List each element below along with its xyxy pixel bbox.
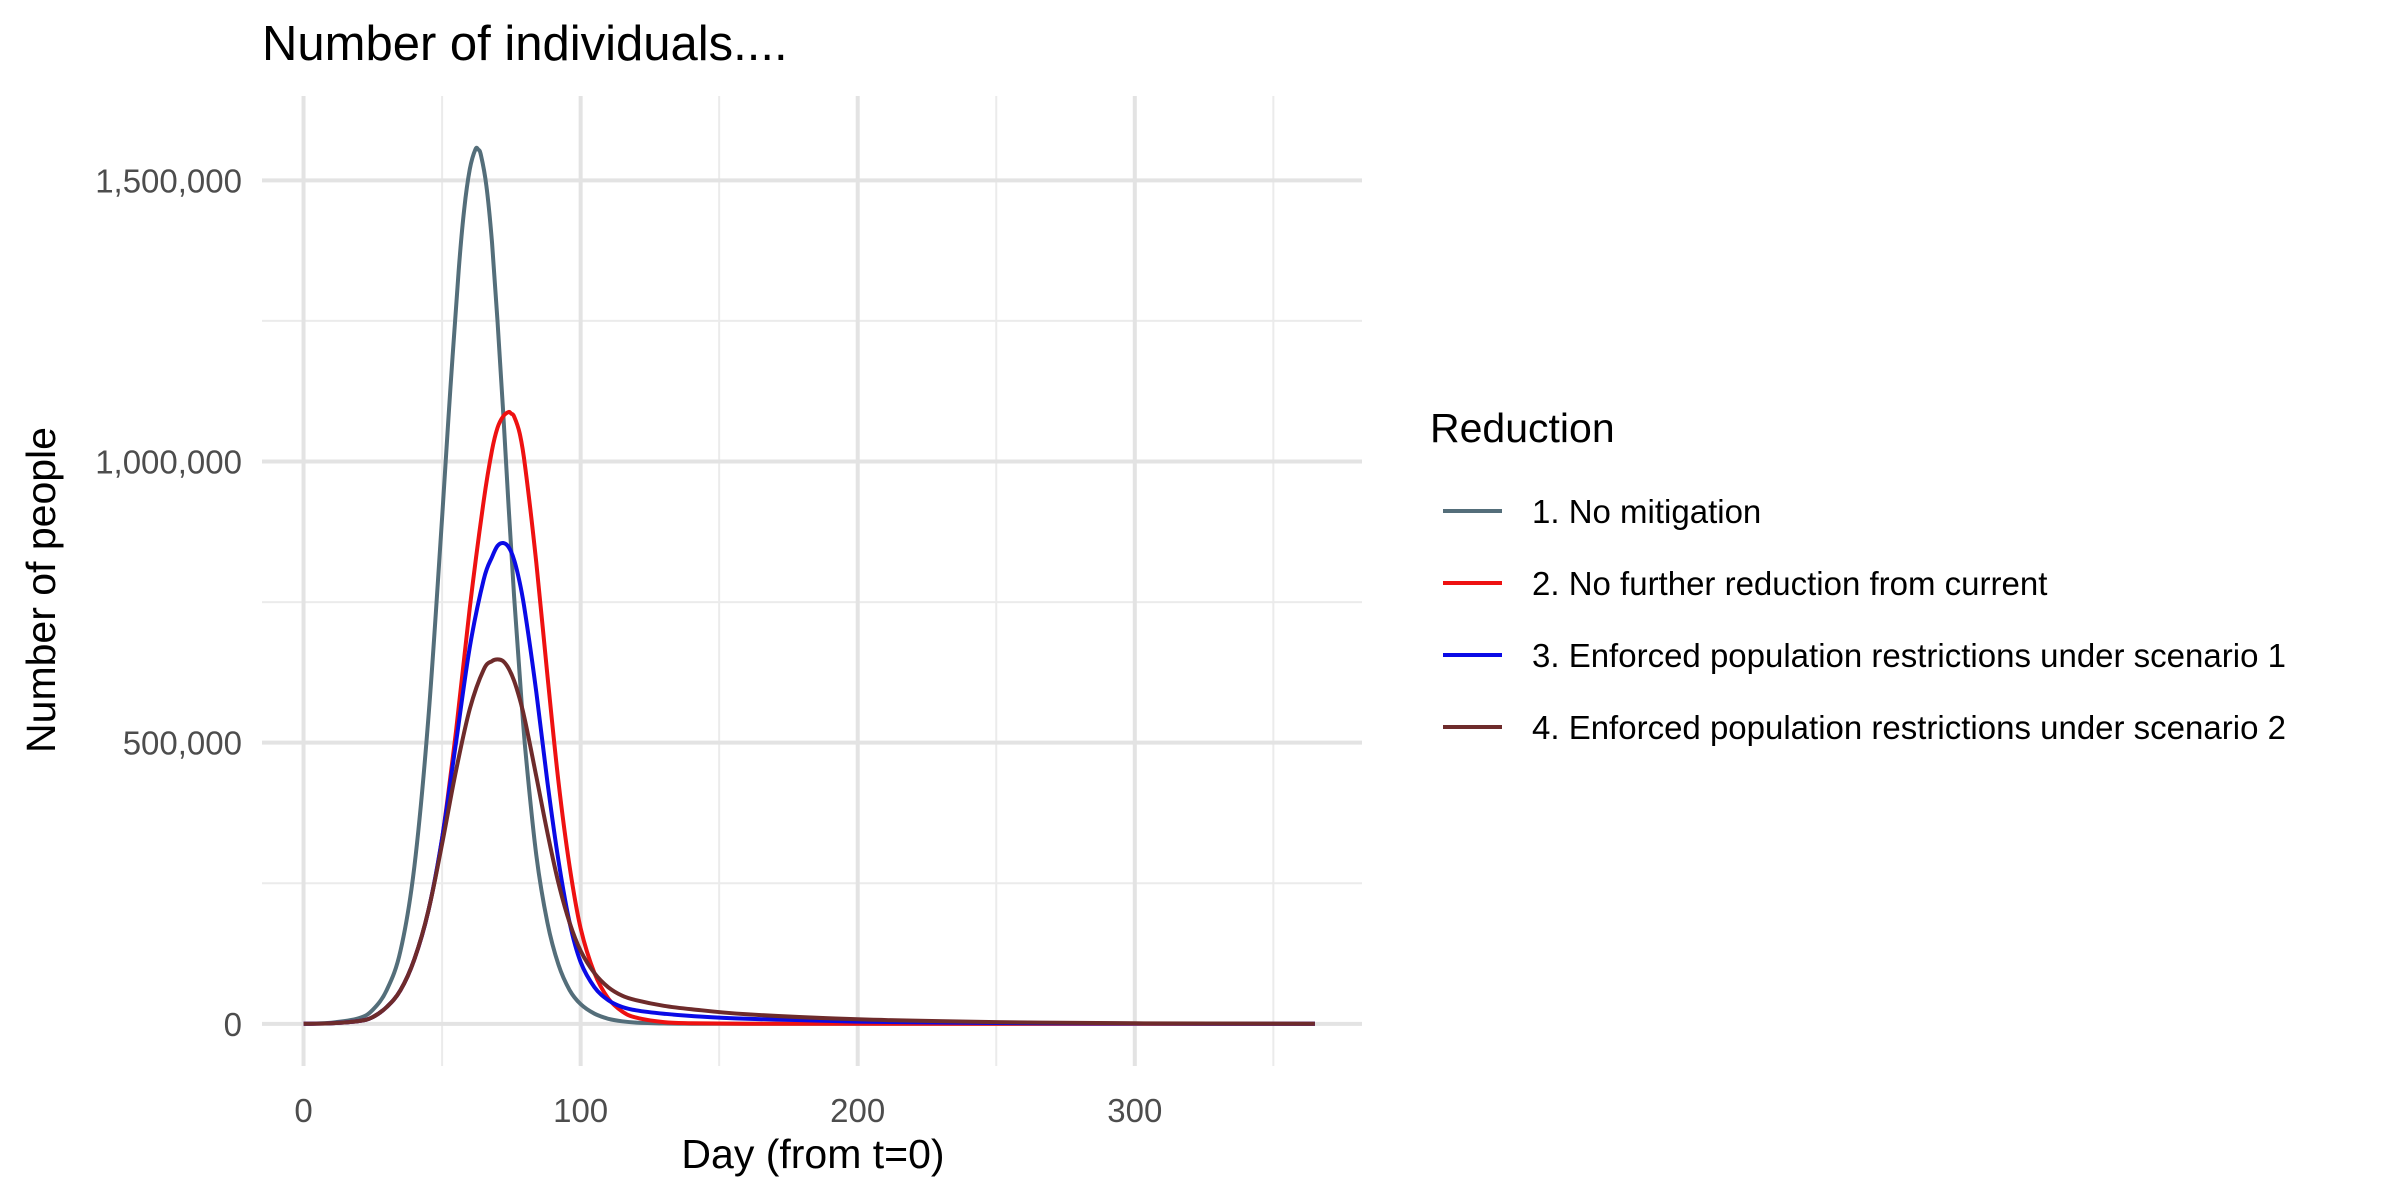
y-tick-label: 0 (224, 1006, 242, 1043)
y-axis-title: Number of people (18, 427, 64, 753)
series-line-2 (303, 409, 1315, 1026)
plot-grid (262, 96, 1362, 1066)
y-axis-ticks: 0 500,000 1,000,000 1,500,000 (95, 162, 242, 1042)
y-tick-label: 500,000 (123, 725, 242, 762)
series-line-4 (303, 657, 1315, 1026)
series-lines (303, 145, 1315, 1026)
series-line-1 (303, 145, 1315, 1026)
legend-label-1: 1. No mitigation (1532, 493, 1761, 530)
x-tick-label: 100 (553, 1092, 608, 1129)
y-tick-label: 1,000,000 (95, 444, 242, 481)
legend-title: Reduction (1430, 405, 1615, 451)
y-tick-label: 1,500,000 (95, 162, 242, 199)
x-tick-label: 300 (1107, 1092, 1162, 1129)
legend-label-2: 2. No further reduction from current (1532, 565, 2047, 602)
legend-label-3: 3. Enforced population restrictions unde… (1532, 637, 2286, 674)
x-axis-ticks: 0 100 200 300 (294, 1092, 1162, 1129)
x-axis-title: Day (from t=0) (681, 1131, 944, 1177)
legend: Reduction 1. No mitigation 2. No further … (1430, 405, 2286, 746)
legend-label-4: 4. Enforced population restrictions unde… (1532, 709, 2286, 746)
chart-title: Number of individuals.... (262, 17, 788, 71)
x-tick-label: 200 (830, 1092, 885, 1129)
x-tick-label: 0 (294, 1092, 312, 1129)
